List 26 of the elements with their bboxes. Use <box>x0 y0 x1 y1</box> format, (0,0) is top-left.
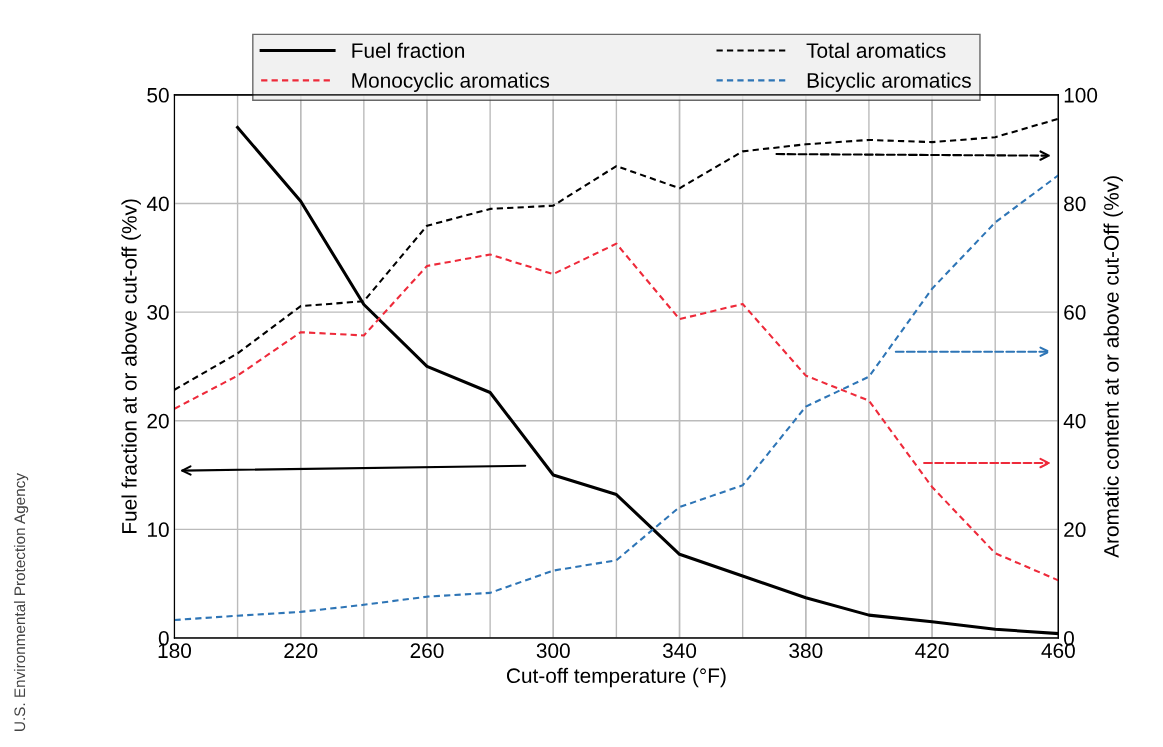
text: U.S. Environmental Protection Agency <box>13 473 29 731</box>
y2-tick-label: 40 <box>1063 413 1086 429</box>
x-tick-label: 220 <box>284 643 318 659</box>
y-tick-label: 50 <box>147 87 169 103</box>
y-axis-title: Fuel fraction at or above cut-off (%v) <box>121 199 141 533</box>
legend-label: Bicyclic aromatics <box>807 72 971 92</box>
y-tick-label: 10 <box>148 522 169 538</box>
x-tick-label: 300 <box>536 643 570 659</box>
y2-tick-label: 100 <box>1064 87 1098 103</box>
legend-label: Monocyclic aromatics <box>352 72 550 92</box>
y2-axis-title: Aromatic content at or above cut-Off (%v) <box>1103 176 1123 558</box>
x-tick-label: 260 <box>410 643 444 659</box>
y2-tick-label: 60 <box>1064 305 1086 320</box>
x-tick-label: 340 <box>662 643 697 659</box>
legend-label: Total aromatics <box>806 42 946 59</box>
y-tick-label: 30 <box>147 305 169 320</box>
y-tick-label: 20 <box>147 413 169 429</box>
x-tick-label: 420 <box>915 643 949 659</box>
y-tick-label: 40 <box>146 196 169 212</box>
y2-tick-label: 80 <box>1064 196 1086 212</box>
x-axis-title: Cut-off temperature (°F) <box>506 667 726 688</box>
line-series <box>174 174 1059 622</box>
x-tick-label: 380 <box>789 643 823 659</box>
line-series <box>174 242 1059 582</box>
y2-tick-label: 20 <box>1064 522 1086 538</box>
legend-label: Fuel fraction <box>352 42 465 59</box>
